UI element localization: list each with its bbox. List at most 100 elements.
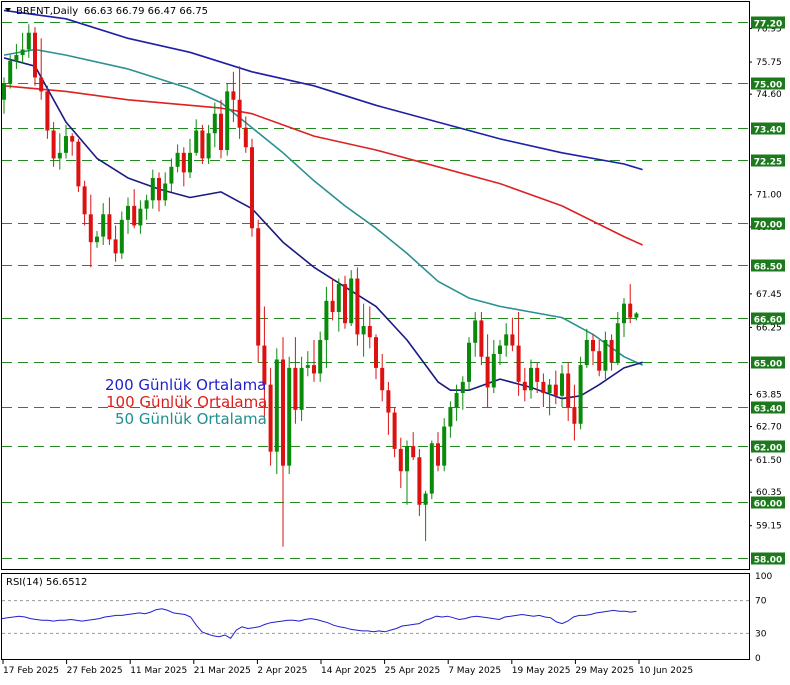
price-tick-label: 63.85 <box>756 390 782 400</box>
candle-body <box>188 152 192 173</box>
candle-body <box>101 214 106 237</box>
candle <box>256 219 261 363</box>
candle <box>498 339 502 366</box>
candle <box>634 312 639 321</box>
candle <box>169 158 174 192</box>
candle <box>293 337 298 424</box>
candle-body <box>82 186 87 215</box>
candle <box>553 370 558 405</box>
candle-body <box>417 457 422 505</box>
price-axis: 76.9575.7574.6071.0069.8567.4566.2563.85… <box>749 25 782 532</box>
price-tick-label: 59.15 <box>756 522 782 532</box>
candle <box>609 334 614 371</box>
candle-body <box>262 345 267 385</box>
candle-body <box>355 278 360 335</box>
candle-body <box>107 214 112 240</box>
candle <box>144 194 149 220</box>
candle-body <box>622 303 626 324</box>
candle-body <box>57 152 62 159</box>
candle <box>8 55 13 89</box>
candle <box>615 312 620 366</box>
candle <box>386 381 391 435</box>
candle-body <box>243 127 248 148</box>
candle <box>423 490 428 542</box>
level-badge-label: 60.00 <box>754 500 782 510</box>
candle-body <box>200 130 205 159</box>
candle-body <box>206 133 211 159</box>
candle-body <box>510 334 515 346</box>
candle <box>535 362 540 394</box>
rsi-axis-label: 0 <box>755 654 761 664</box>
level-badge-label: 62.00 <box>754 444 782 454</box>
candle <box>262 306 267 419</box>
candle-body <box>343 284 347 324</box>
date-tick-label: 25 Apr 2025 <box>385 666 441 676</box>
candle-body <box>535 367 540 382</box>
candle <box>212 102 217 148</box>
candle <box>39 38 44 100</box>
level-badge <box>751 552 785 565</box>
rsi-line <box>1 608 637 639</box>
candle <box>405 440 409 505</box>
candle <box>454 384 459 421</box>
candle <box>560 365 564 407</box>
candle <box>14 43 19 70</box>
candle-body <box>64 136 68 153</box>
legend-50-ma: 50 Günlük Ortalama <box>115 410 267 428</box>
candle <box>510 317 515 352</box>
candle <box>572 384 577 441</box>
candle <box>95 231 99 248</box>
candle <box>305 351 310 377</box>
candle <box>392 407 397 458</box>
price-tick-label: 76.95 <box>756 25 782 35</box>
candle <box>349 270 354 326</box>
candle <box>529 359 533 399</box>
price-tick-label: 74.60 <box>756 90 782 100</box>
legend-100-ma: 100 Günlük Ortalama <box>106 393 267 411</box>
candle-body <box>442 426 447 466</box>
candle <box>274 348 279 475</box>
candle-body <box>491 353 496 388</box>
candle-body <box>144 200 149 209</box>
candle <box>219 99 223 159</box>
level-badge <box>751 496 785 509</box>
rsi-levels <box>2 600 749 634</box>
candle <box>448 401 453 438</box>
candle <box>225 83 230 156</box>
candle-body <box>454 393 459 407</box>
candle-body <box>2 83 6 100</box>
level-badge <box>751 122 785 135</box>
price-tick-label: 71.00 <box>756 191 782 201</box>
candle <box>522 367 527 402</box>
candle <box>398 437 403 488</box>
level-badge <box>751 356 785 369</box>
candle <box>318 331 323 382</box>
candle-body <box>411 446 416 458</box>
candle-body <box>293 367 298 410</box>
candle <box>200 124 205 164</box>
candle <box>163 172 168 206</box>
candle-body <box>318 339 323 374</box>
price-tick-label: 62.70 <box>756 423 782 433</box>
candle <box>101 203 106 245</box>
candle-body <box>126 205 130 220</box>
candle <box>485 334 490 407</box>
candle <box>45 85 50 139</box>
candle <box>138 200 143 234</box>
candle-body <box>460 381 465 394</box>
candle <box>467 337 471 391</box>
candle <box>460 376 465 410</box>
candle <box>237 66 242 139</box>
candle-body <box>473 320 478 343</box>
level-badge-label: 72.25 <box>754 158 782 168</box>
candle-body <box>88 214 93 243</box>
dropdown-triangle-icon[interactable] <box>5 8 11 12</box>
candle <box>119 211 124 259</box>
candle <box>312 339 316 382</box>
date-tick-label: 19 May 2025 <box>512 666 571 676</box>
candle-body <box>194 130 199 153</box>
candle <box>411 432 416 461</box>
candle-body <box>250 147 254 229</box>
candle <box>268 367 273 466</box>
candle <box>76 138 81 192</box>
